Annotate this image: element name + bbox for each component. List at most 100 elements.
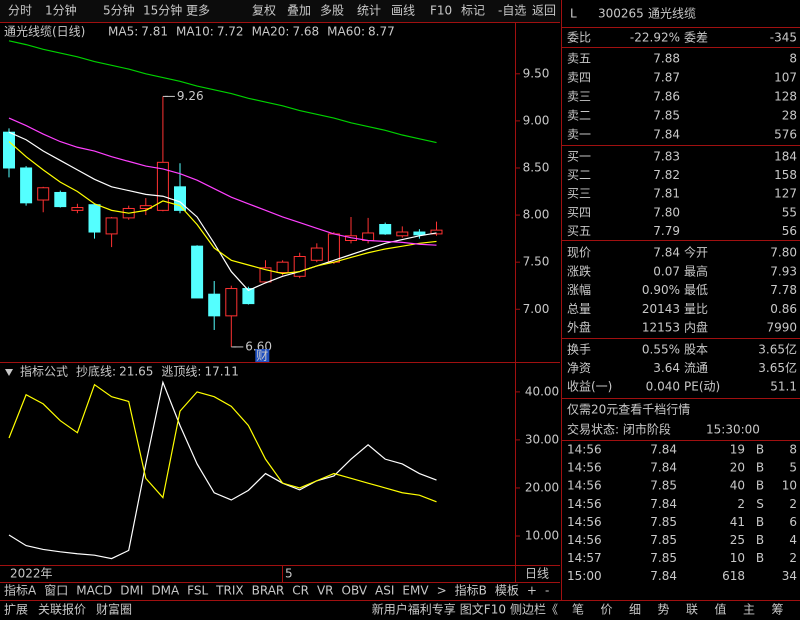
quote-cell: 内盘 bbox=[684, 320, 708, 335]
tab[interactable]: VR bbox=[317, 584, 334, 598]
ma-name: MA20: bbox=[252, 25, 290, 39]
tab[interactable]: 窗口 bbox=[44, 584, 68, 598]
quote-cell: 158 bbox=[774, 168, 797, 182]
tab[interactable]: 指标A bbox=[4, 583, 37, 598]
candle-body bbox=[174, 186, 186, 211]
footer-link[interactable]: 图文F10 bbox=[460, 602, 506, 617]
tab[interactable]: > bbox=[437, 584, 447, 598]
quote-cell: 今开 bbox=[684, 245, 708, 260]
toolbar-button[interactable]: 叠加 bbox=[287, 4, 311, 18]
trade-price: 7.85 bbox=[650, 533, 677, 547]
toolbar-button[interactable]: 5分钟 bbox=[103, 3, 135, 18]
toolbar-button[interactable]: 统计 bbox=[357, 4, 381, 18]
quote-cell: 涨幅 bbox=[567, 282, 591, 297]
quote-cell: 0.07 bbox=[653, 264, 680, 278]
quote-cell: 7.80 bbox=[653, 205, 680, 219]
tab[interactable]: EMV bbox=[402, 584, 429, 598]
y-tick-label: 9.00 bbox=[523, 113, 550, 127]
quote-cell: 买一 bbox=[567, 150, 591, 164]
trade-volume: 10 bbox=[730, 551, 745, 565]
indicator-value: 21.65 bbox=[119, 365, 153, 379]
side-tab[interactable]: 主 bbox=[743, 603, 755, 617]
side-tab[interactable]: 值 bbox=[714, 602, 726, 617]
tab[interactable]: DMI bbox=[120, 584, 143, 598]
trade-price: 7.84 bbox=[650, 461, 677, 475]
tab[interactable]: MACD bbox=[76, 584, 112, 598]
candle-body bbox=[259, 267, 272, 283]
tab[interactable]: CR bbox=[292, 584, 309, 598]
trade-time: 14:56 bbox=[567, 443, 602, 457]
toolbar-button[interactable]: 15分钟 bbox=[143, 3, 182, 18]
quote-cell: 7990 bbox=[766, 321, 797, 335]
side-tab[interactable]: 筹 bbox=[771, 603, 783, 617]
tab[interactable]: BRAR bbox=[252, 584, 285, 598]
tab[interactable]: ASI bbox=[375, 584, 394, 598]
tab[interactable]: - bbox=[545, 584, 549, 598]
quote-cell: 总量 bbox=[567, 302, 591, 316]
marker-bg bbox=[255, 349, 270, 362]
quote-cell: 卖二 bbox=[567, 109, 591, 123]
candle-body bbox=[191, 245, 204, 299]
quote-cell: 3.64 bbox=[653, 361, 680, 375]
quote-cell: 卖四 bbox=[567, 71, 591, 85]
footer-tab[interactable]: 扩展 bbox=[4, 603, 28, 617]
quote-cell: 现价 bbox=[567, 246, 591, 260]
footer-link[interactable]: 侧边栏《 bbox=[510, 602, 558, 617]
trade-time: 14:56 bbox=[567, 461, 602, 475]
side-tab[interactable]: 势 bbox=[657, 603, 669, 617]
x-label: 5 bbox=[285, 567, 293, 581]
toolbar-button[interactable]: 1分钟 bbox=[45, 3, 77, 18]
quote-cell: 0.86 bbox=[770, 302, 797, 316]
tab[interactable]: DMA bbox=[151, 584, 180, 598]
toolbar-button[interactable]: 多股 bbox=[320, 4, 344, 18]
toolbar-button[interactable]: 复权 bbox=[252, 4, 276, 18]
footer-link[interactable]: 新用户福利专享 bbox=[372, 602, 456, 617]
footer-tab[interactable]: 财富圈 bbox=[96, 602, 132, 617]
toolbar-button[interactable]: 返回 bbox=[532, 4, 556, 18]
toolbar-button[interactable]: 分时 bbox=[8, 4, 32, 18]
chart-title: 通光线缆(日线) bbox=[4, 25, 85, 39]
side-tab[interactable]: 笔 bbox=[572, 602, 584, 617]
toolbar-button[interactable]: 画线 bbox=[391, 4, 415, 18]
toolbar-button[interactable]: 标记 bbox=[461, 4, 485, 18]
quote-cell: 7.82 bbox=[653, 168, 680, 182]
quote-cell: 7.83 bbox=[653, 150, 680, 164]
toolbar-button[interactable]: F10 bbox=[430, 4, 452, 18]
toolbar-button[interactable]: 更多 bbox=[186, 4, 210, 18]
tab[interactable]: TRIX bbox=[215, 584, 243, 598]
tab[interactable]: + bbox=[527, 584, 537, 598]
tab[interactable]: FSL bbox=[187, 584, 208, 598]
extreme-label: 9.26 bbox=[177, 89, 204, 103]
promo[interactable]: 仅需20元查看千档行情 bbox=[567, 403, 690, 417]
trade-price: 7.84 bbox=[650, 569, 677, 583]
quote-cell: 流通 bbox=[684, 361, 708, 375]
tab[interactable]: 模板 bbox=[495, 584, 519, 598]
candle-body bbox=[208, 293, 221, 317]
flag: L bbox=[570, 7, 577, 21]
side-tab[interactable]: 细 bbox=[629, 603, 641, 617]
quote-cell: 0.55% bbox=[642, 343, 680, 357]
indicator-toggle bbox=[5, 369, 13, 376]
ma-name: MA5: bbox=[108, 25, 138, 39]
quote-cell: 买五 bbox=[567, 224, 591, 238]
stock-code: 300265 bbox=[598, 7, 644, 21]
trade-volume: 40 bbox=[730, 479, 745, 493]
trade-volume: 41 bbox=[730, 515, 745, 529]
tab[interactable]: OBV bbox=[342, 584, 368, 598]
quote-cell: 换手 bbox=[567, 343, 591, 357]
trade-price: 7.85 bbox=[650, 551, 677, 565]
candle-body bbox=[54, 191, 67, 208]
side-tab[interactable]: 价 bbox=[600, 603, 612, 617]
quote-cell: 3.65亿 bbox=[758, 342, 797, 357]
y-tick-label: 40.00 bbox=[525, 384, 559, 398]
quote-cell: 184 bbox=[774, 150, 797, 164]
trade-count: 6 bbox=[789, 515, 797, 529]
trade-price: 7.84 bbox=[650, 497, 677, 511]
quote-cell: 7.84 bbox=[653, 128, 680, 142]
ma-line bbox=[8, 40, 437, 144]
footer-tab[interactable]: 关联报价 bbox=[38, 602, 86, 617]
toolbar-button[interactable]: -自选 bbox=[498, 4, 526, 18]
side-tab[interactable]: 联 bbox=[686, 603, 698, 617]
tab[interactable]: 指标B bbox=[455, 583, 487, 598]
quote-cell: 买四 bbox=[567, 205, 591, 219]
